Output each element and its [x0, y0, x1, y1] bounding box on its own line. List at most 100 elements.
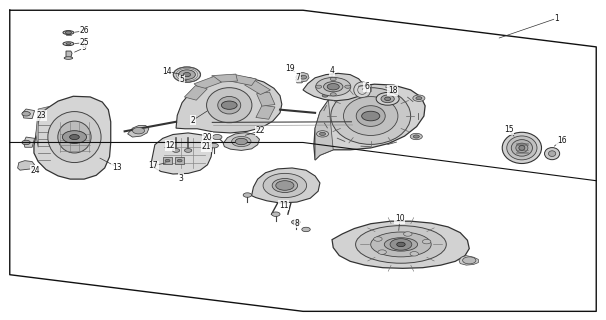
- Polygon shape: [34, 96, 111, 179]
- Circle shape: [410, 252, 419, 256]
- Circle shape: [413, 135, 419, 138]
- Text: 8: 8: [295, 219, 299, 228]
- Ellipse shape: [376, 92, 399, 105]
- Circle shape: [65, 31, 72, 34]
- Circle shape: [221, 101, 237, 109]
- Ellipse shape: [384, 238, 418, 251]
- Circle shape: [271, 212, 280, 216]
- Text: 23: 23: [37, 111, 47, 120]
- Ellipse shape: [356, 106, 385, 126]
- Text: 15: 15: [504, 125, 513, 134]
- Ellipse shape: [354, 82, 371, 98]
- Text: 4: 4: [330, 66, 335, 75]
- Polygon shape: [459, 256, 478, 265]
- Ellipse shape: [316, 77, 351, 96]
- Polygon shape: [66, 51, 72, 57]
- Ellipse shape: [519, 146, 525, 150]
- Text: 3: 3: [178, 174, 183, 183]
- Circle shape: [172, 148, 179, 152]
- Ellipse shape: [63, 42, 74, 46]
- Circle shape: [212, 134, 222, 140]
- Text: 2: 2: [190, 116, 195, 125]
- Polygon shape: [151, 133, 212, 174]
- Circle shape: [404, 232, 412, 236]
- Ellipse shape: [516, 143, 528, 153]
- Polygon shape: [315, 100, 333, 160]
- Polygon shape: [251, 168, 320, 203]
- Text: 16: 16: [557, 136, 567, 145]
- Ellipse shape: [344, 97, 398, 135]
- Circle shape: [378, 250, 387, 254]
- Text: 1: 1: [554, 14, 559, 23]
- Text: 25: 25: [79, 38, 89, 47]
- Ellipse shape: [381, 95, 395, 103]
- Circle shape: [410, 133, 422, 140]
- Circle shape: [319, 132, 325, 135]
- Circle shape: [177, 159, 182, 162]
- Ellipse shape: [173, 67, 201, 82]
- Ellipse shape: [548, 151, 556, 156]
- Ellipse shape: [356, 226, 446, 263]
- Circle shape: [184, 148, 191, 152]
- Ellipse shape: [63, 31, 74, 35]
- Ellipse shape: [272, 179, 298, 193]
- Ellipse shape: [178, 70, 195, 79]
- Circle shape: [413, 95, 425, 101]
- Circle shape: [316, 85, 322, 88]
- Text: 5: 5: [179, 75, 184, 84]
- Ellipse shape: [48, 112, 101, 163]
- Polygon shape: [24, 137, 35, 147]
- Polygon shape: [184, 86, 207, 100]
- Text: 19: 19: [285, 64, 295, 73]
- Text: 11: 11: [279, 201, 288, 210]
- Polygon shape: [296, 72, 309, 82]
- Text: 17: 17: [148, 161, 158, 170]
- Text: 22: 22: [256, 126, 265, 135]
- Ellipse shape: [511, 140, 533, 156]
- Polygon shape: [36, 107, 49, 147]
- Polygon shape: [163, 157, 172, 164]
- Text: 21: 21: [202, 142, 211, 151]
- Polygon shape: [175, 157, 184, 164]
- Ellipse shape: [462, 257, 476, 264]
- Polygon shape: [245, 80, 270, 94]
- Text: 20: 20: [202, 132, 212, 141]
- Circle shape: [22, 140, 30, 145]
- Polygon shape: [314, 84, 425, 160]
- Circle shape: [133, 127, 145, 134]
- Text: 10: 10: [395, 214, 405, 223]
- Text: 24: 24: [31, 166, 41, 175]
- Circle shape: [362, 111, 380, 121]
- Circle shape: [299, 75, 307, 79]
- Circle shape: [345, 85, 351, 88]
- Circle shape: [327, 84, 339, 90]
- Circle shape: [319, 92, 331, 99]
- Polygon shape: [212, 74, 238, 83]
- Ellipse shape: [66, 43, 71, 44]
- Text: 14: 14: [162, 67, 171, 76]
- Circle shape: [330, 93, 336, 96]
- Circle shape: [235, 138, 247, 145]
- Polygon shape: [229, 74, 256, 85]
- Ellipse shape: [507, 136, 537, 160]
- Polygon shape: [176, 76, 282, 133]
- Polygon shape: [303, 73, 364, 101]
- Ellipse shape: [545, 148, 560, 160]
- Ellipse shape: [263, 173, 307, 197]
- Polygon shape: [18, 161, 35, 170]
- Circle shape: [330, 77, 336, 81]
- Circle shape: [22, 112, 30, 116]
- Polygon shape: [128, 125, 149, 137]
- Ellipse shape: [231, 136, 251, 147]
- Text: 7: 7: [296, 73, 301, 82]
- Circle shape: [316, 131, 328, 137]
- Circle shape: [422, 239, 431, 244]
- Circle shape: [165, 159, 170, 162]
- Ellipse shape: [331, 88, 411, 144]
- Circle shape: [302, 227, 310, 232]
- Text: 9: 9: [82, 43, 87, 52]
- Circle shape: [390, 239, 412, 250]
- Circle shape: [70, 134, 79, 140]
- Circle shape: [416, 97, 422, 100]
- Polygon shape: [194, 76, 221, 90]
